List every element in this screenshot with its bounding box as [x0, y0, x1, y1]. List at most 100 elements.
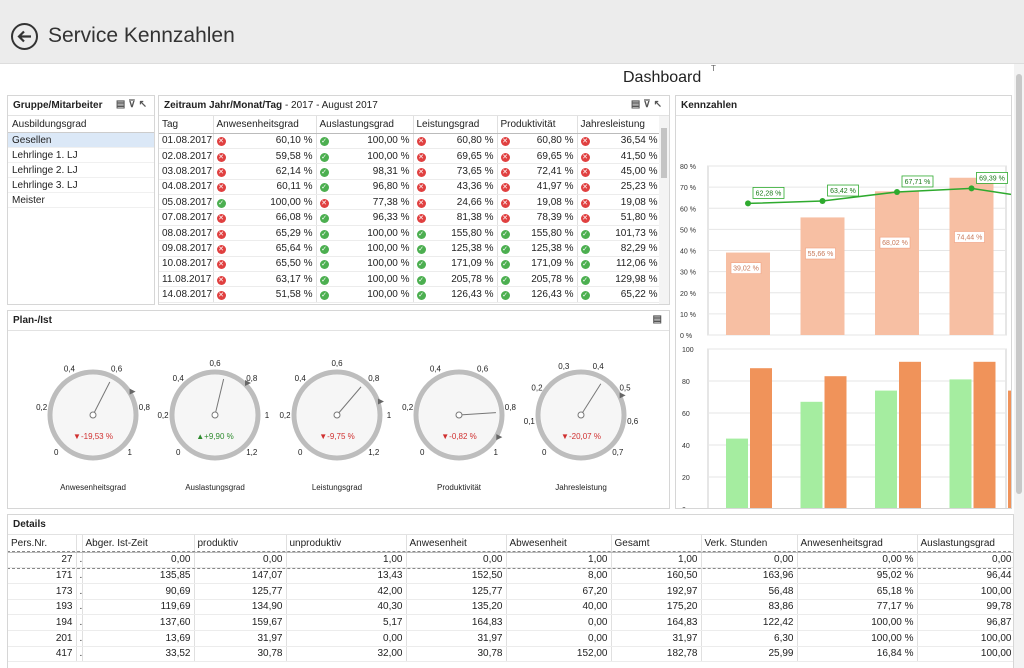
details-spacer-cell: .: [76, 583, 83, 600]
details-column-header[interactable]: Abger. Ist-Zeit: [82, 535, 195, 553]
period-value-text: 100,00 %: [367, 242, 410, 254]
details-column-header[interactable]: Pers.Nr.: [8, 535, 77, 553]
gauge-tick-label: 1: [494, 448, 499, 457]
export-icon[interactable]: ▤: [652, 314, 665, 325]
cross-icon: ✕: [216, 260, 226, 270]
chart2-bar-a[interactable]: [949, 379, 972, 509]
period-column-header[interactable]: Anwesenheitsgrad: [213, 116, 317, 134]
period-row[interactable]: 01.08.2017 ✕ 60,10 % ✓ 100,00 % ✕ 60,80 % ✕ 60,8…: [159, 133, 662, 149]
clear-filter-icon[interactable]: ⊽: [643, 99, 654, 110]
chart1-bar[interactable]: [800, 217, 845, 335]
chart1-point[interactable]: [894, 188, 900, 195]
clear-filter-icon[interactable]: ⊽: [128, 99, 139, 110]
details-row[interactable]: 27.0,000,001,000,001,001,000,000,00 %0,0…: [8, 551, 1013, 569]
chart2-bar-b[interactable]: [973, 361, 996, 509]
details-cell: 0,00: [917, 552, 1013, 569]
details-column-header[interactable]: unproduktiv: [286, 535, 407, 553]
period-scrollbar-thumb[interactable]: [661, 128, 667, 178]
group-item[interactable]: Gesellen: [8, 133, 154, 148]
app-header: Service Kennzahlen: [0, 0, 1024, 64]
chart1-point-label-box: [901, 175, 934, 188]
period-value-text: 125,38 %: [451, 242, 494, 254]
gauge-target-marker: [619, 392, 626, 399]
export-icon[interactable]: ▤: [115, 99, 129, 110]
group-item[interactable]: Lehrlinge 3. LJ: [8, 178, 154, 193]
period-row[interactable]: 04.08.2017 ✕ 60,11 % ✓ 96,80 % ✕ 43,36 % ✕ 41,97…: [159, 179, 662, 196]
period-row[interactable]: 10.08.2017 ✕ 65,50 % ✓ 100,00 % ✓ 171,09 % ✓ 171…: [159, 256, 662, 273]
details-column-header[interactable]: Auslastungsgrad: [917, 535, 1013, 553]
period-row[interactable]: 09.08.2017 ✕ 65,64 % ✓ 100,00 % ✓ 125,38 % ✓ 125…: [159, 240, 662, 257]
details-column-header[interactable]: Anwesenheitsgrad: [797, 535, 918, 553]
details-cell: 42,00: [286, 583, 407, 600]
chart1-point[interactable]: [819, 198, 826, 205]
page-scrollbar-thumb[interactable]: [1016, 74, 1022, 494]
period-value-text: 62,14 %: [275, 165, 313, 177]
details-column-header[interactable]: produktiv: [194, 535, 287, 553]
details-row[interactable]: 201.13,6931,970,0031,970,0031,976,30100,…: [8, 630, 1013, 647]
details-column-header[interactable]: Gesamt: [611, 535, 702, 553]
period-value-text: 60,10 %: [275, 135, 313, 147]
chart1-bar-label-box: [805, 247, 836, 260]
details-row[interactable]: 417.33,5230,7832,0030,78152,00182,7825,9…: [8, 646, 1013, 663]
period-row[interactable]: 03.08.2017 ✕ 62,14 % ✓ 98,31 % ✕ 73,65 % ✕ 72,41…: [159, 163, 662, 180]
period-value-text: 82,29 %: [620, 242, 658, 254]
period-row[interactable]: 11.08.2017 ✕ 63,17 % ✓ 100,00 % ✓ 205,78 % ✓ 205…: [159, 271, 662, 288]
chart1-tick-label: 70 %: [680, 185, 696, 192]
details-spacer-cell: .: [76, 567, 83, 584]
period-row[interactable]: 02.08.2017 ✕ 59,58 % ✓ 100,00 % ✕ 69,65 % ✕ 69,6…: [159, 148, 662, 165]
details-row[interactable]: 193.119,69134,9040,30135,2040,00175,2083…: [8, 599, 1013, 616]
gauge-delta-value: ▲+9,90 %: [196, 432, 234, 441]
chart2-bar-b[interactable]: [899, 361, 921, 509]
chart1-bar[interactable]: [875, 191, 919, 335]
details-cell: 125,77: [194, 583, 287, 600]
gauge-tick-label: 0,4: [173, 374, 185, 383]
chart1-point[interactable]: [968, 185, 975, 192]
cross-icon: ✕: [416, 214, 426, 224]
period-row[interactable]: 07.08.2017 ✕ 66,08 % ✓ 96,33 % ✕ 81,38 % ✕ 78,39…: [159, 209, 662, 226]
period-column-header[interactable]: Produktivität: [497, 116, 578, 134]
period-table: Tag Anwesenheitsgrad Auslastungsgrad Leistu…: [159, 116, 662, 303]
period-scrollbar[interactable]: [659, 116, 669, 304]
chart2-bar-a[interactable]: [800, 401, 823, 509]
period-value-cell: ✓ 101,73 %: [577, 225, 662, 242]
page-scrollbar[interactable]: [1014, 64, 1024, 668]
details-row[interactable]: 194.137,60159,675,17164,830,00164,83122,…: [8, 614, 1013, 631]
drill-up-icon[interactable]: ↖: [653, 99, 665, 110]
period-column-header[interactable]: Tag: [159, 116, 214, 134]
chart2-bar-a[interactable]: [875, 390, 897, 509]
details-row[interactable]: 173.90,69125,7742,00125,7767,20192,9756,…: [8, 583, 1013, 600]
details-column-header[interactable]: Abwesenheit: [506, 535, 612, 553]
drill-up-icon[interactable]: ↖: [138, 99, 150, 110]
details-cell: 135,85: [82, 567, 195, 584]
back-button[interactable]: [11, 23, 38, 50]
period-row[interactable]: 14.08.2017 ✕ 51,58 % ✓ 100,00 % ✓ 126,43 % ✓ 126…: [159, 286, 662, 303]
dashboard-filter-mark[interactable]: T: [711, 64, 716, 73]
chart1-bar-label: 74,44 %: [957, 234, 983, 241]
details-cell: 182,78: [611, 646, 702, 663]
chart1-point[interactable]: [745, 200, 751, 207]
group-item[interactable]: Lehrlinge 2. LJ: [8, 163, 154, 178]
chart2-bar-b[interactable]: [824, 376, 847, 509]
chart2-bar-a[interactable]: [726, 438, 748, 509]
gauge-tick-label: 0,8: [246, 374, 258, 383]
period-column-header[interactable]: Leistungsgrad: [413, 116, 498, 134]
period-column-header[interactable]: Jahresleistung: [577, 116, 662, 134]
details-column-header[interactable]: Verk. Stunden: [701, 535, 798, 553]
period-row[interactable]: 08.08.2017 ✕ 65,29 % ✓ 100,00 % ✓ 155,80 % ✓ 155…: [159, 225, 662, 242]
export-icon[interactable]: ▤: [630, 99, 644, 110]
group-column-header[interactable]: Ausbildungsgrad: [8, 116, 154, 133]
chart1-bar[interactable]: [949, 177, 994, 335]
period-value-cell: ✕ 66,08 %: [213, 209, 317, 226]
details-cell: 0,00: [82, 552, 195, 569]
group-item[interactable]: Lehrlinge 1. LJ: [8, 148, 154, 163]
period-column-header[interactable]: Auslastungsgrad: [316, 116, 414, 134]
chart2-bar-b[interactable]: [750, 368, 772, 509]
details-column-header[interactable]: Anwesenheit: [406, 535, 507, 553]
period-value-text: 69,65 %: [536, 150, 574, 162]
period-row[interactable]: 05.08.2017 ✓ 100,00 % ✕ 77,38 % ✕ 24,66 % ✕ 19,0…: [159, 194, 662, 211]
gauge-tick-label: 0,2: [157, 411, 169, 420]
check-icon: ✓: [216, 198, 226, 208]
details-row[interactable]: 171.135,85147,0713,43152,508,00160,50163…: [8, 567, 1013, 584]
details-cell: 32,00: [286, 646, 407, 663]
group-item[interactable]: Meister: [8, 193, 154, 208]
